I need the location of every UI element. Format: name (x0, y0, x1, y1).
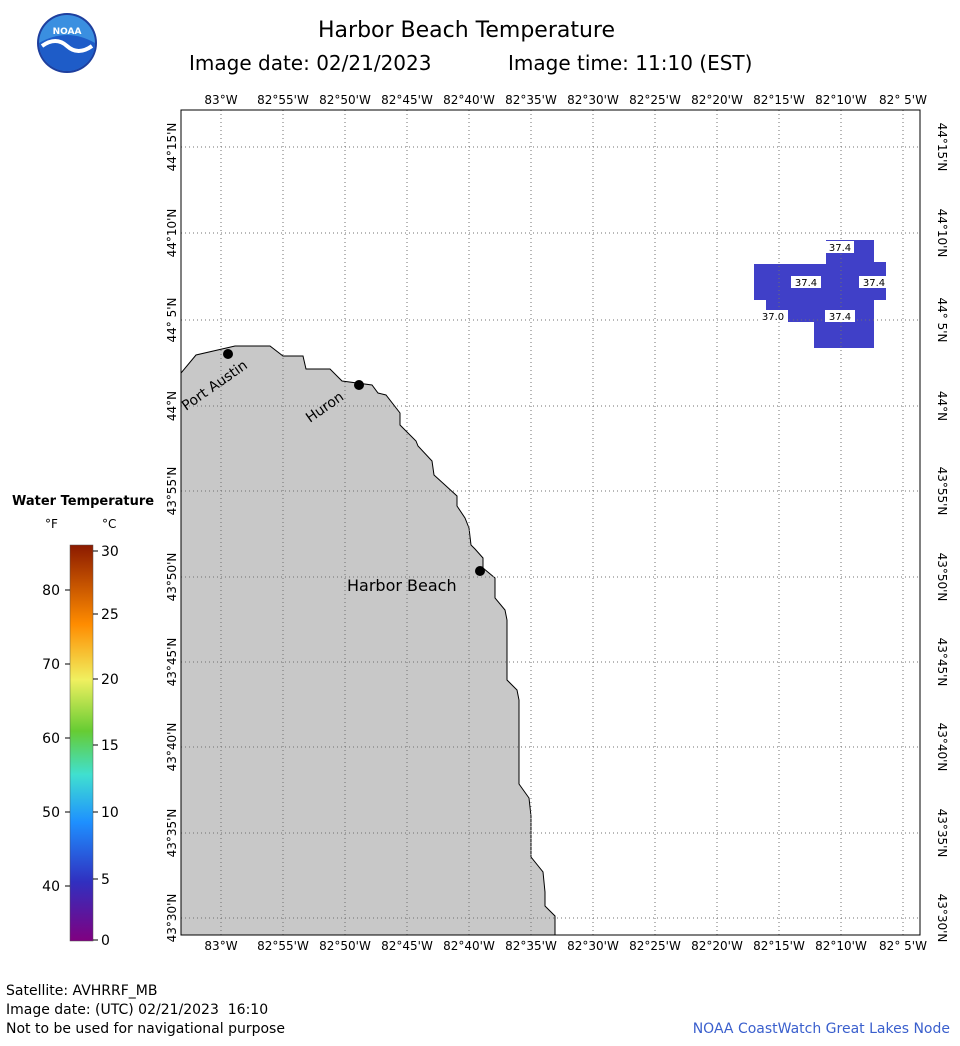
image-date: Image date: 02/21/2023 (189, 51, 432, 75)
lat-label: 43°50'N (165, 553, 179, 602)
lon-label: 82°15'W (753, 93, 805, 107)
utc-image-date: Image date: (UTC) 02/21/2023 16:10 (6, 1002, 269, 1018)
lon-labels-top: 83°W 82°55'W 82°50'W 82°45'W 82°40'W 82°… (204, 93, 927, 107)
lat-label: 44°10'N (935, 209, 949, 258)
temp-label: 37.4 (795, 278, 817, 289)
image-time: Image time: 11:10 (EST) (508, 51, 753, 75)
temperature-labels: 37.4 37.4 37.4 37.0 37.4 (758, 241, 889, 323)
temp-label: 37.4 (863, 278, 885, 289)
lat-label: 43°55'N (935, 467, 949, 516)
lat-label: 43°45'N (165, 638, 179, 687)
legend-c-tick: 5 (101, 872, 110, 888)
legend-f-tick: 70 (42, 657, 60, 673)
lat-labels-right: 44°15'N 44°10'N 44° 5'N 44°N 43°55'N 43°… (935, 123, 949, 943)
lon-label: 82°10'W (815, 93, 867, 107)
legend-f-tick: 40 (42, 879, 60, 895)
lat-label: 44°15'N (165, 123, 179, 172)
grid-lines (181, 110, 920, 935)
lat-label: 44°N (165, 391, 179, 421)
legend-c-unit: °C (102, 517, 117, 531)
lon-label: 82° 5'W (879, 93, 927, 107)
lat-label: 43°55'N (165, 467, 179, 516)
color-scale-ticks (65, 550, 98, 941)
lat-label: 44° 5'N (165, 298, 179, 343)
lat-label: 44°15'N (935, 123, 949, 172)
legend-f-labels: 80 70 60 50 40 (42, 583, 60, 895)
lon-labels-bottom: 83°W 82°55'W 82°50'W 82°45'W 82°40'W 82°… (204, 939, 927, 953)
legend-c-tick: 10 (101, 805, 119, 821)
lon-label: 82°55'W (257, 939, 309, 953)
satellite-info: Satellite: AVHRRF_MB (6, 983, 158, 999)
lon-label: 82°25'W (629, 93, 681, 107)
legend-c-labels: 30 25 20 15 10 5 0 (101, 544, 119, 949)
legend-f-tick: 60 (42, 731, 60, 747)
lat-label: 43°30'N (935, 894, 949, 943)
lat-label: 43°40'N (935, 723, 949, 772)
city-marker (354, 380, 364, 390)
lat-label: 43°35'N (165, 809, 179, 858)
lon-label: 82°45'W (381, 939, 433, 953)
lon-label: 82°55'W (257, 93, 309, 107)
lat-label: 44°10'N (165, 209, 179, 258)
lat-labels-left: 44°15'N 44°10'N 44° 5'N 44°N 43°55'N 43°… (165, 123, 179, 943)
lon-label: 82°35'W (505, 939, 557, 953)
legend-f-tick: 80 (42, 583, 60, 599)
color-scale-bar (69, 544, 94, 942)
lat-label: 43°50'N (935, 553, 949, 602)
lon-label: 82°50'W (319, 93, 371, 107)
disclaimer: Not to be used for navigational purpose (6, 1021, 285, 1037)
water-temperature-pixels (754, 240, 886, 348)
lon-label: 83°W (204, 93, 237, 107)
lat-label: 44°N (935, 391, 949, 421)
lon-label: 82°30'W (567, 93, 619, 107)
logo-text: NOAA (53, 27, 82, 37)
lon-label: 82°20'W (691, 939, 743, 953)
lon-label: 82°15'W (753, 939, 805, 953)
lon-label: 82°40'W (443, 939, 495, 953)
lon-label: 82°30'W (567, 939, 619, 953)
city-label: Harbor Beach (347, 576, 457, 595)
city-marker (475, 566, 485, 576)
legend-c-tick: 30 (101, 544, 119, 560)
lon-label: 83°W (204, 939, 237, 953)
legend-c-tick: 25 (101, 607, 119, 623)
legend-c-tick: 15 (101, 738, 119, 754)
lat-label: 44° 5'N (935, 298, 949, 343)
legend-c-tick: 20 (101, 672, 119, 688)
legend-c-tick: 0 (101, 933, 110, 949)
lon-label: 82°50'W (319, 939, 371, 953)
lon-label: 82°20'W (691, 93, 743, 107)
lat-label: 43°30'N (165, 894, 179, 943)
lon-label: 82° 5'W (879, 939, 927, 953)
lat-label: 43°40'N (165, 723, 179, 772)
legend-f-tick: 50 (42, 805, 60, 821)
legend-title: Water Temperature (12, 494, 155, 509)
city-marker (223, 349, 233, 359)
credit-text: NOAA CoastWatch Great Lakes Node (692, 1021, 950, 1037)
lat-label: 43°45'N (935, 638, 949, 687)
lon-label: 82°35'W (505, 93, 557, 107)
lon-label: 82°40'W (443, 93, 495, 107)
temp-label: 37.0 (762, 312, 784, 323)
map-frame (180, 109, 921, 936)
temp-label: 37.4 (829, 312, 851, 323)
temp-label: 37.4 (829, 243, 851, 254)
land-area (180, 345, 556, 936)
page-title: Harbor Beach Temperature (318, 18, 616, 43)
legend-f-unit: °F (45, 517, 58, 531)
lon-label: 82°45'W (381, 93, 433, 107)
lon-label: 82°10'W (815, 939, 867, 953)
lon-label: 82°25'W (629, 939, 681, 953)
noaa-logo: NOAA (37, 13, 97, 73)
lat-label: 43°35'N (935, 809, 949, 858)
